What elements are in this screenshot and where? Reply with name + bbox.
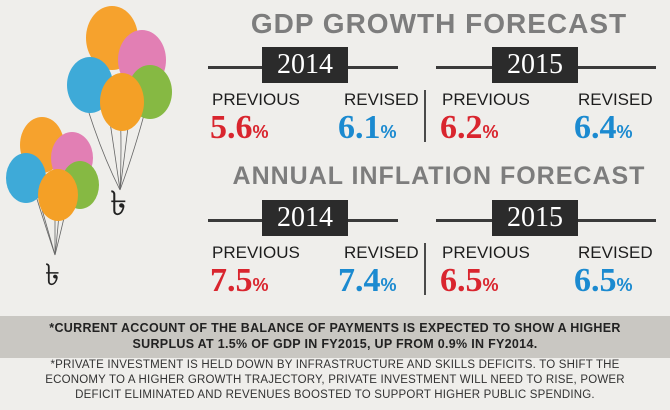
inflation-2014-previous-value: 7.5% <box>210 262 269 299</box>
inflation-2015-revised-value: 6.5% <box>574 262 633 299</box>
inflation-2014-revised-label: REVISED <box>344 243 419 262</box>
gdp-2014-previous-label: PREVIOUS <box>212 90 300 109</box>
gdp-2015-previous-label: PREVIOUS <box>442 90 530 109</box>
gdp-2015-previous-value: 6.2% <box>440 109 499 146</box>
gdp-2014-revised-value: 6.1% <box>338 109 397 146</box>
gdp-2015-revised-label: REVISED <box>578 90 653 109</box>
inflation-year-2015-badge: 2015 <box>492 200 578 236</box>
note-line: SURPLUS AT 1.5% OF GDP IN FY2015, UP FRO… <box>132 337 538 351</box>
current-account-note: *CURRENT ACCOUNT OF THE BALANCE OF PAYME… <box>0 316 670 358</box>
balloon-icon <box>6 153 46 203</box>
balloon-icon <box>100 73 144 131</box>
inflation-year-2014-badge: 2014 <box>262 200 348 236</box>
column-divider <box>424 90 426 142</box>
note-line: *PRIVATE INVESTMENT IS HELD DOWN BY INFR… <box>50 359 620 371</box>
currency-icon: ৳ <box>45 258 60 293</box>
gdp-year-2014-badge: 2014 <box>262 47 348 83</box>
note-line: *CURRENT ACCOUNT OF THE BALANCE OF PAYME… <box>49 321 621 335</box>
inflation-2014-previous-label: PREVIOUS <box>212 243 300 262</box>
currency-icon: ৳ <box>110 184 127 224</box>
gdp-2014-previous-value: 5.6% <box>210 109 269 146</box>
note-line: ECONOMY TO A HIGHER GROWTH TRAJECTORY, P… <box>45 374 625 386</box>
note-line: DEFICIT ELIMINATED AND REVENUES BOOSTED … <box>75 389 595 401</box>
gdp-section-title: GDP GROWTH FORECAST <box>250 8 628 39</box>
balloons-illustration: ৳ ৳ <box>6 6 172 293</box>
gdp-year-2015-badge: 2015 <box>492 47 578 83</box>
column-divider <box>424 243 426 295</box>
gdp-2014-revised-label: REVISED <box>344 90 419 109</box>
balloon-icon <box>38 169 78 221</box>
inflation-2015-revised-label: REVISED <box>578 243 653 262</box>
gdp-2015-revised-value: 6.4% <box>574 109 633 146</box>
private-investment-note: *PRIVATE INVESTMENT IS HELD DOWN BY INFR… <box>0 358 670 403</box>
inflation-2014-revised-value: 7.4% <box>338 262 397 299</box>
inflation-section-title: ANNUAL INFLATION FORECAST <box>232 162 646 190</box>
inflation-2015-previous-label: PREVIOUS <box>442 243 530 262</box>
inflation-2015-previous-value: 6.5% <box>440 262 499 299</box>
